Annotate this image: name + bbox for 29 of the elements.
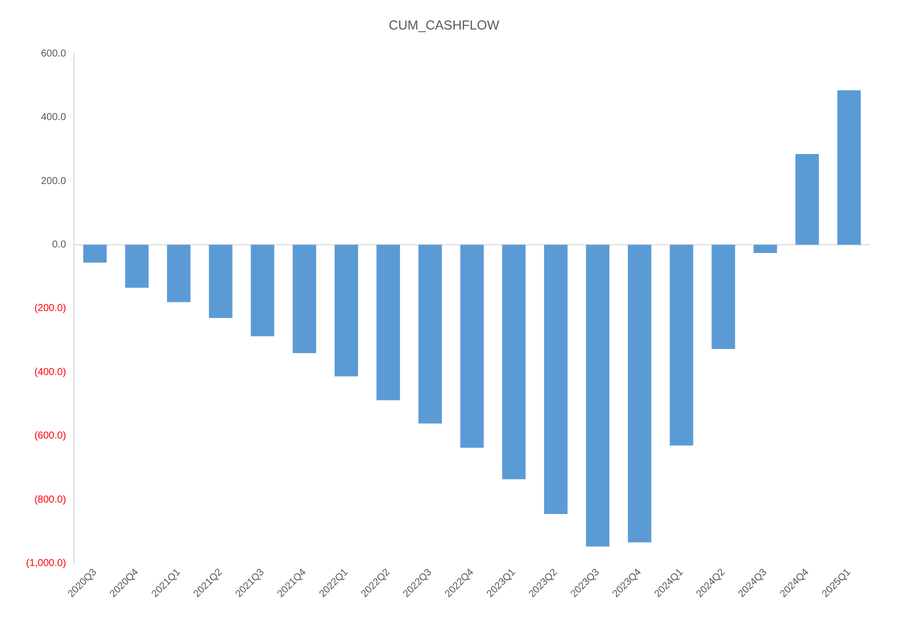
y-tick-label: (1,000.0): [26, 558, 66, 570]
bar: [418, 244, 442, 424]
bar: [376, 244, 400, 400]
bar: [754, 244, 777, 254]
bar: [712, 244, 736, 349]
bar: [125, 244, 149, 288]
y-tick-label: 0.0: [52, 240, 66, 251]
bar: [83, 244, 107, 263]
bar: [292, 244, 316, 354]
bar: [167, 244, 190, 302]
y-tick-label: 600.0: [40, 48, 66, 60]
y-tick-label: (600.0): [34, 430, 66, 442]
bar: [502, 244, 526, 480]
bar: [334, 244, 358, 376]
bar: [544, 244, 568, 514]
bar: [837, 90, 861, 245]
y-tick-label: (200.0): [34, 303, 66, 314]
chart-title: CUM_CASHFLOW: [388, 17, 500, 32]
y-tick-label: 200.0: [40, 176, 66, 187]
y-tick-label: 400.0: [40, 112, 66, 124]
y-tick-label: (800.0): [34, 494, 66, 506]
bar: [460, 244, 484, 448]
bar: [670, 244, 694, 446]
y-tick-label: (400.0): [34, 366, 66, 378]
bar: [628, 244, 652, 542]
bar: [795, 154, 819, 245]
bar: [250, 244, 274, 336]
bar: [208, 244, 232, 318]
bar: [586, 244, 610, 546]
